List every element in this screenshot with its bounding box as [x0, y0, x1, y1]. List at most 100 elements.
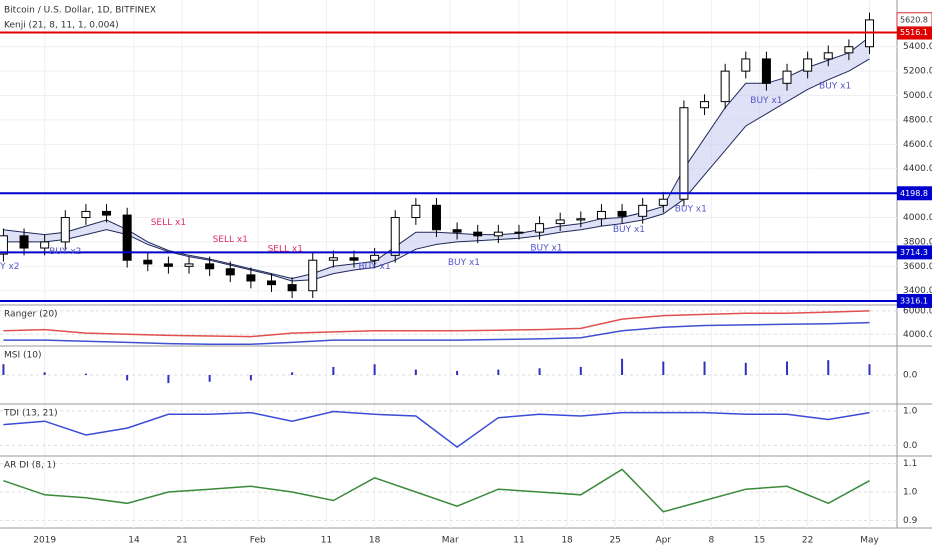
- x-tick-label: 22: [802, 536, 813, 546]
- x-tick-label: 25: [609, 536, 620, 546]
- pane-bar: [579, 366, 582, 375]
- candle-body: [493, 231, 503, 237]
- level-tag: [897, 25, 932, 40]
- candle-body: [823, 52, 833, 60]
- candle-body: [122, 214, 132, 261]
- candle-body: [370, 254, 380, 261]
- candle-body: [287, 284, 297, 292]
- candle-body: [163, 263, 173, 267]
- x-tick-label: 2019: [33, 536, 56, 546]
- x-tick-label: 11: [513, 536, 524, 546]
- x-tick-label: Feb: [250, 536, 266, 546]
- pane-line: [3, 468, 870, 513]
- pane-bar: [249, 375, 252, 381]
- y-tick-label: 5000.0: [903, 91, 932, 101]
- candle-body: [246, 274, 256, 282]
- x-tick-label: 8: [709, 536, 715, 546]
- y-tick-label: 3800.0: [903, 237, 932, 247]
- signal-label: BUY x2: [49, 247, 81, 257]
- candle-body: [0, 235, 8, 255]
- level-tag: [897, 186, 932, 201]
- candle-body: [19, 235, 29, 249]
- pane-title: AR DI (8, 1): [4, 461, 56, 471]
- candle-body: [658, 198, 668, 206]
- candle-body: [390, 217, 400, 256]
- pane-bar: [497, 369, 500, 375]
- candle-body: [60, 217, 70, 243]
- pane-bar: [786, 361, 789, 375]
- pane-line: [3, 310, 870, 338]
- candle-body: [473, 231, 483, 237]
- pane-title: TDI (13, 21): [3, 409, 58, 419]
- candle-body: [535, 223, 545, 233]
- candle-body: [328, 257, 338, 261]
- candle-body: [761, 58, 771, 84]
- x-tick-label: 18: [561, 536, 573, 546]
- x-tick-label: 18: [369, 536, 381, 546]
- pane-bar: [621, 358, 624, 375]
- candle-body: [679, 107, 689, 200]
- candle-body: [225, 268, 235, 276]
- candle-body: [267, 280, 277, 286]
- pane-bar: [414, 369, 417, 375]
- candle-body: [205, 263, 215, 270]
- y-tick-label: 4800.0: [903, 115, 932, 125]
- y-tick-label: 0.9: [903, 516, 918, 526]
- candle-body: [700, 101, 710, 109]
- signal-label: SELL x1: [213, 235, 248, 245]
- pane-bar: [827, 360, 830, 375]
- level-label: 4198.8: [900, 189, 928, 198]
- chart-title: Bitcoin / U.S. Dollar, 1D, BITFINEX: [4, 6, 156, 16]
- last-price-tag: [896, 12, 932, 28]
- pane-bar: [703, 361, 706, 375]
- pane-bar: [126, 375, 129, 381]
- candle-body: [720, 70, 730, 103]
- signal-label: SELL x1: [268, 245, 303, 255]
- x-tick-label: 15: [754, 536, 765, 546]
- pane-bar: [373, 364, 376, 375]
- signal-label: BUY x1: [750, 96, 782, 106]
- y-tick-label: 0.0: [903, 441, 918, 451]
- candle-body: [596, 210, 606, 220]
- level-label: 3714.3: [900, 248, 928, 257]
- candle-body: [411, 204, 421, 219]
- pane-bar: [744, 362, 747, 375]
- signal-label: BUY x1: [448, 258, 480, 268]
- y-tick-label: 4600.0: [903, 140, 932, 150]
- y-tick-label: 4400.0: [903, 164, 932, 174]
- candle-body: [741, 58, 751, 72]
- pane-bar: [208, 375, 211, 382]
- signal-label: BUY x1: [530, 244, 562, 254]
- y-tick-label: 1.1: [903, 459, 917, 469]
- x-tick-label: 11: [321, 536, 332, 546]
- candle-body: [308, 259, 318, 292]
- candle-body: [844, 46, 854, 54]
- candle-body: [576, 218, 586, 221]
- candle-body: [514, 231, 524, 234]
- y-tick-label: 1.0: [903, 488, 918, 498]
- y-tick-label: 3600.0: [903, 262, 932, 272]
- x-tick-label: Mar: [442, 536, 459, 546]
- y-tick-label: 1.0: [903, 406, 918, 416]
- candle-body: [349, 257, 359, 261]
- pane-bar: [538, 368, 541, 375]
- level-tag: [897, 245, 932, 260]
- pane-line: [3, 410, 870, 449]
- pane-bar: [2, 364, 5, 375]
- pane-bar: [291, 372, 294, 375]
- level-tag: [897, 293, 932, 308]
- y-tick-label: 4000.0: [903, 213, 932, 223]
- candle-body: [431, 204, 441, 231]
- y-tick-label: 4000.0: [903, 330, 932, 340]
- candle-body: [617, 210, 627, 217]
- level-label: 5516.1: [900, 28, 928, 37]
- signal-label: SELL x1: [151, 218, 186, 228]
- pane-bar: [43, 372, 46, 375]
- candle-body: [184, 263, 194, 267]
- pane-line: [3, 321, 870, 345]
- x-tick-label: 14: [128, 536, 140, 546]
- candle-body: [803, 58, 813, 72]
- signal-label: BUY x1: [819, 81, 851, 91]
- last-price-label: 5620.8: [900, 15, 928, 24]
